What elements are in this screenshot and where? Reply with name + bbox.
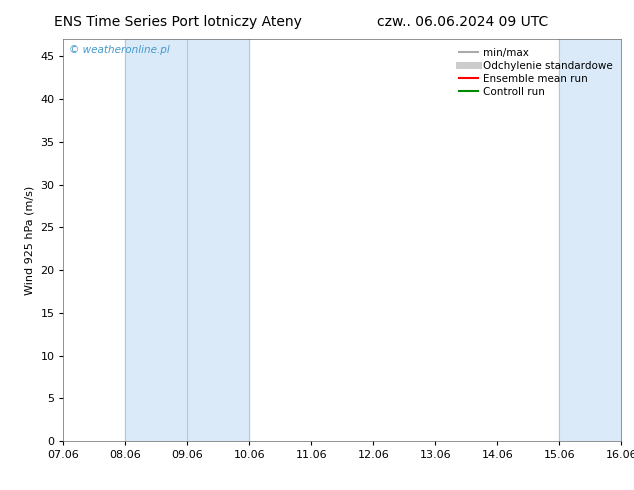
Legend: min/max, Odchylenie standardowe, Ensemble mean run, Controll run: min/max, Odchylenie standardowe, Ensembl… — [456, 45, 616, 100]
Bar — [126, 39, 249, 441]
Text: ENS Time Series Port lotniczy Ateny: ENS Time Series Port lotniczy Ateny — [54, 15, 301, 29]
Text: © weatheronline.pl: © weatheronline.pl — [69, 45, 170, 55]
Text: czw.. 06.06.2024 09 UTC: czw.. 06.06.2024 09 UTC — [377, 15, 548, 29]
Bar — [559, 39, 621, 441]
Y-axis label: Wind 925 hPa (m/s): Wind 925 hPa (m/s) — [25, 186, 35, 294]
